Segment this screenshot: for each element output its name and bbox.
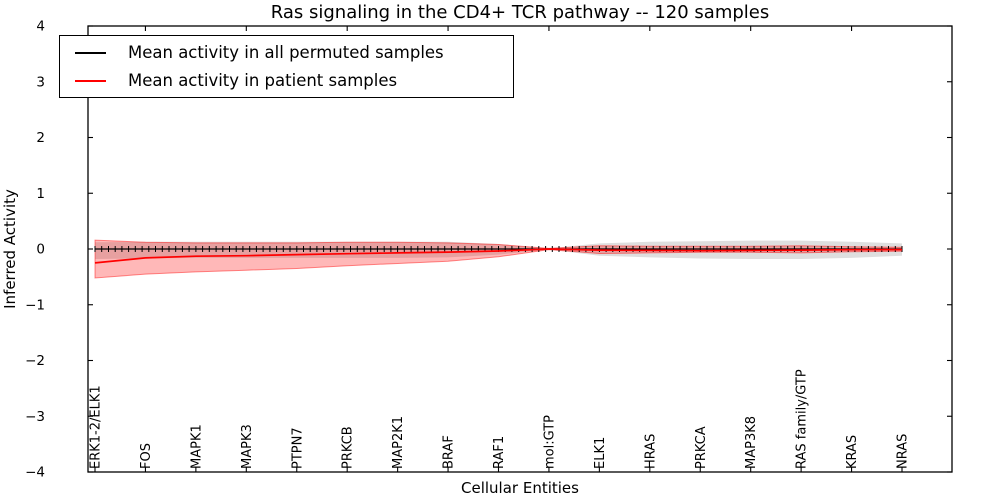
x-tick-label: ELK1 — [593, 437, 608, 469]
x-tick-label: MAPK3 — [240, 424, 255, 469]
x-tick-label: NRAS — [896, 434, 911, 469]
y-tick-label: −1 — [25, 297, 45, 313]
x-tick-label: RAS family/GTP — [795, 369, 810, 469]
permuted-mean-line-sample — [75, 51, 106, 54]
x-tick-label: PTPN7 — [290, 427, 305, 469]
y-tick-label: 1 — [36, 186, 45, 202]
patient-std-band — [94, 239, 903, 279]
x-tick-label: mol:GTP — [542, 415, 557, 469]
x-tick-label: MAP2K1 — [391, 416, 406, 469]
legend-item-patient: Mean activity in patient samples — [75, 67, 513, 95]
y-tick-label: 2 — [36, 130, 45, 146]
chart-title: Ras signaling in the CD4+ TCR pathway --… — [270, 2, 770, 23]
y-tick-label: 3 — [36, 74, 45, 90]
x-tick-label: KRAS — [845, 435, 860, 469]
y-tick-label: −3 — [25, 409, 45, 425]
x-axis-label: Cellular Entities — [461, 479, 579, 497]
x-tick-label: PRKCB — [341, 426, 356, 469]
y-tick-label: −4 — [25, 465, 45, 481]
x-tick-label: FOS — [139, 443, 154, 469]
y-tick-label: 0 — [36, 242, 45, 258]
x-tick-label: PRKCA — [694, 426, 709, 469]
x-tick-label: HRAS — [643, 434, 658, 469]
legend-item-permuted: Mean activity in all permuted samples — [75, 39, 513, 67]
patient-mean-line — [94, 248, 903, 264]
y-axis-label: Inferred Activity — [1, 189, 19, 309]
x-tick-label: BRAF — [442, 435, 457, 469]
legend-label-patient: Mean activity in patient samples — [128, 71, 398, 90]
legend: Mean activity in all permuted samples Me… — [59, 35, 514, 98]
legend-label-permuted: Mean activity in all permuted samples — [128, 43, 444, 62]
x-tick-label: RAF1 — [492, 436, 507, 469]
y-tick-label: −2 — [25, 353, 45, 369]
y-tick-label: 4 — [36, 19, 45, 35]
x-tick-label: ERK1-2/ELK1 — [89, 385, 104, 469]
x-tick-label: MAP3K8 — [744, 416, 759, 469]
x-tick-label: MAPK1 — [189, 424, 204, 469]
patient-mean-line-sample — [75, 79, 106, 82]
